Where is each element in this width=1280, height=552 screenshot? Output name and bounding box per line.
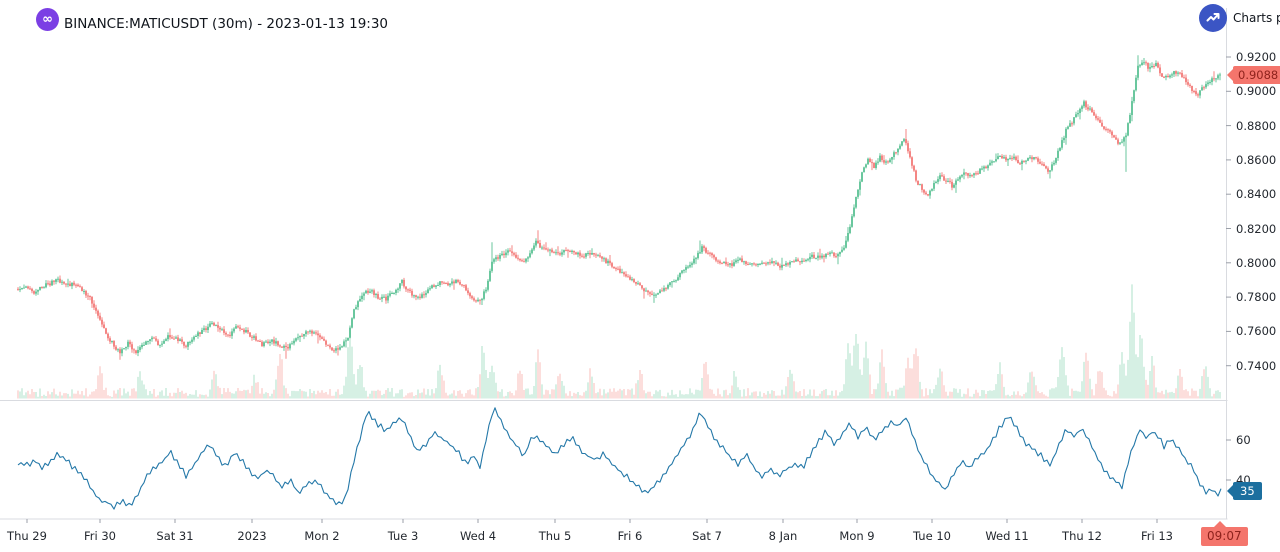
bar-countdown-badge: 09:07: [1201, 521, 1248, 546]
polygon-logo-glyph: ∞: [42, 11, 53, 27]
rsi-axis-tick: 60: [1236, 433, 1251, 447]
price-axis-tick: 0.9000: [1236, 84, 1277, 99]
price-axis-tick: 0.8800: [1236, 118, 1277, 133]
price-axis-tick: 0.8600: [1236, 152, 1277, 167]
charts-attribution-link[interactable]: Charts p: [1233, 11, 1280, 25]
time-axis-tick: Tue 3: [387, 529, 419, 543]
rsi-value-badge: 35: [1227, 482, 1262, 500]
time-axis-tick: Tue 10: [913, 529, 951, 543]
polygon-matic-icon: ∞: [36, 8, 59, 31]
trend-arrow-glyph: [1206, 13, 1220, 22]
time-axis-tick: Sat 7: [692, 529, 722, 543]
time-axis-tick: Wed 11: [985, 529, 1029, 543]
time-axis-tick: Thu 12: [1062, 529, 1102, 543]
time-axis-tick: 2023: [237, 529, 267, 543]
price-axis-tick: 0.7800: [1236, 290, 1277, 305]
time-axis-tick: Mon 2: [304, 529, 340, 543]
last-price-badge: 0.9088: [1226, 66, 1280, 84]
price-axis-tick: 0.8400: [1236, 187, 1277, 202]
price-axis-tick: 0.7400: [1236, 358, 1277, 373]
price-axis-tick: 0.7600: [1236, 324, 1277, 339]
time-axis-tick: Thu 5: [538, 529, 572, 543]
trending-up-icon[interactable]: [1199, 4, 1227, 32]
time-axis-tick: Fri 30: [84, 529, 116, 543]
time-axis-tick: Wed 4: [459, 529, 497, 543]
price-axis-tick: 0.8000: [1236, 255, 1277, 270]
time-axis-tick: Fri 6: [617, 529, 643, 543]
price-axis-tick: 0.9200: [1236, 50, 1277, 64]
time-axis-tick: Mon 9: [839, 529, 875, 543]
time-axis-tick: 8 Jan: [768, 529, 798, 543]
price-axis-tick: 0.8200: [1236, 221, 1277, 236]
time-axis-tick: Thu 29: [7, 529, 47, 543]
time-axis-tick: Sat 31: [156, 529, 194, 543]
time-axis-tick: Fri 13: [1141, 529, 1173, 543]
chart-title: BINANCE:MATICUSDT (30m) - 2023-01-13 19:…: [64, 16, 389, 32]
